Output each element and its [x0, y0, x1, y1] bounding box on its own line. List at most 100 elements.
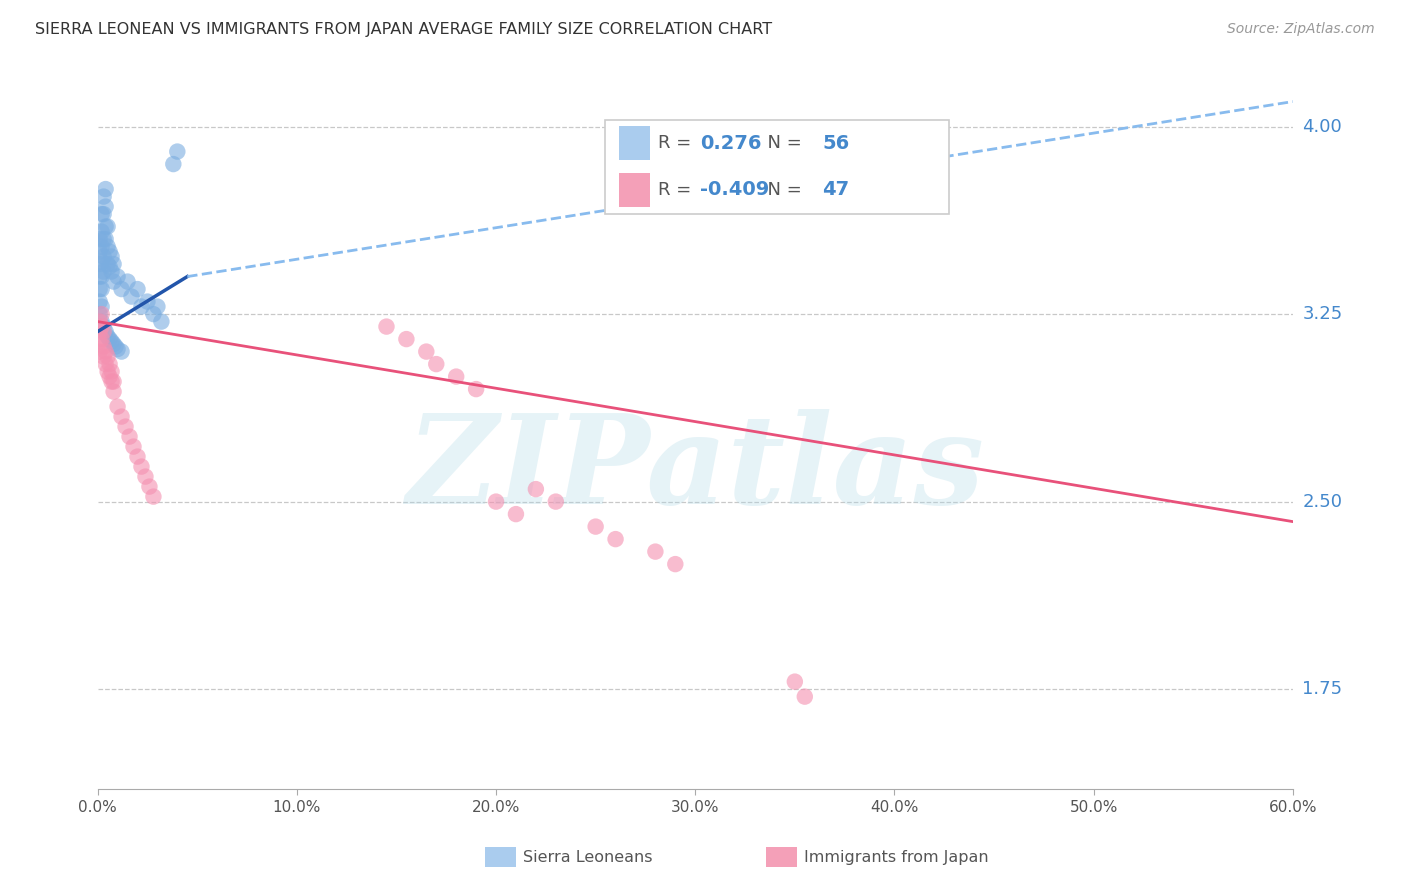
Point [375, 319, 398, 334]
Text: 4.00: 4.00 [1302, 118, 1343, 136]
Point [98, 332, 121, 346]
Point [93, 207, 115, 221]
Point [166, 145, 188, 159]
Text: Sierra Leoneans: Sierra Leoneans [523, 850, 652, 864]
Point [425, 357, 447, 371]
Text: N =: N = [756, 134, 808, 152]
Point [89, 344, 111, 359]
Point [90, 319, 112, 334]
Point [93, 264, 115, 278]
Point [94, 357, 117, 371]
Text: SIERRA LEONEAN VS IMMIGRANTS FROM JAPAN AVERAGE FAMILY SIZE CORRELATION CHART: SIERRA LEONEAN VS IMMIGRANTS FROM JAPAN … [35, 22, 772, 37]
Point [131, 300, 153, 314]
Point [783, 674, 806, 689]
Point [103, 275, 125, 289]
Point [94, 325, 117, 339]
Point [103, 384, 125, 399]
Point [93, 250, 115, 264]
Point [505, 507, 527, 521]
Point [127, 450, 149, 464]
Point [131, 459, 153, 474]
Point [89, 319, 111, 334]
Point [110, 409, 132, 424]
Point [122, 440, 145, 454]
Point [89, 325, 111, 339]
Point [103, 375, 125, 389]
Point [89, 232, 111, 246]
Point [117, 275, 139, 289]
Point [100, 365, 122, 379]
Point [97, 219, 120, 234]
Point [104, 340, 127, 354]
Point [97, 257, 120, 271]
Point [134, 469, 156, 483]
Point [118, 429, 141, 443]
Point [93, 325, 115, 339]
Point [142, 490, 165, 504]
Text: 56: 56 [823, 134, 849, 153]
Text: Immigrants from Japan: Immigrants from Japan [804, 850, 988, 864]
Point [93, 319, 115, 334]
Point [465, 382, 488, 396]
Point [93, 189, 115, 203]
Point [90, 207, 112, 221]
Point [94, 344, 117, 359]
Point [89, 334, 111, 349]
Text: 1.75: 1.75 [1302, 680, 1343, 698]
Point [94, 232, 117, 246]
Point [103, 337, 125, 351]
Text: -0.409: -0.409 [700, 180, 769, 200]
Point [121, 289, 143, 303]
Point [150, 315, 173, 329]
Point [415, 344, 437, 359]
Point [90, 269, 112, 284]
Point [94, 219, 117, 234]
Point [97, 239, 120, 253]
Point [146, 300, 169, 314]
Point [664, 557, 686, 571]
Text: N =: N = [756, 181, 808, 199]
Point [107, 269, 129, 284]
Point [107, 400, 129, 414]
Point [93, 340, 115, 354]
Point [103, 257, 125, 271]
Point [94, 182, 117, 196]
Point [110, 344, 132, 359]
Point [585, 519, 607, 533]
Point [93, 232, 115, 246]
Point [98, 357, 121, 371]
Text: 2.50: 2.50 [1302, 492, 1343, 510]
Point [89, 257, 111, 271]
Text: R =: R = [658, 134, 697, 152]
Point [90, 300, 112, 314]
Point [100, 250, 122, 264]
Point [90, 254, 112, 268]
Point [100, 334, 122, 349]
Text: 0.276: 0.276 [700, 134, 762, 153]
Point [142, 307, 165, 321]
Text: ZIPatlas: ZIPatlas [406, 409, 984, 531]
Point [395, 332, 418, 346]
Point [90, 282, 112, 296]
Point [97, 365, 120, 379]
Point [127, 282, 149, 296]
Text: R =: R = [658, 181, 697, 199]
Point [100, 375, 122, 389]
Point [90, 225, 112, 239]
Point [89, 307, 111, 321]
Point [89, 294, 111, 309]
Point [136, 294, 159, 309]
Point [90, 315, 112, 329]
Point [793, 690, 815, 704]
Point [114, 419, 136, 434]
Point [98, 369, 121, 384]
Text: 47: 47 [823, 180, 849, 200]
Point [89, 269, 111, 284]
Point [162, 157, 184, 171]
Point [94, 200, 117, 214]
Point [605, 532, 627, 546]
Point [100, 264, 122, 278]
Point [89, 244, 111, 259]
Point [97, 329, 120, 343]
Point [90, 307, 112, 321]
